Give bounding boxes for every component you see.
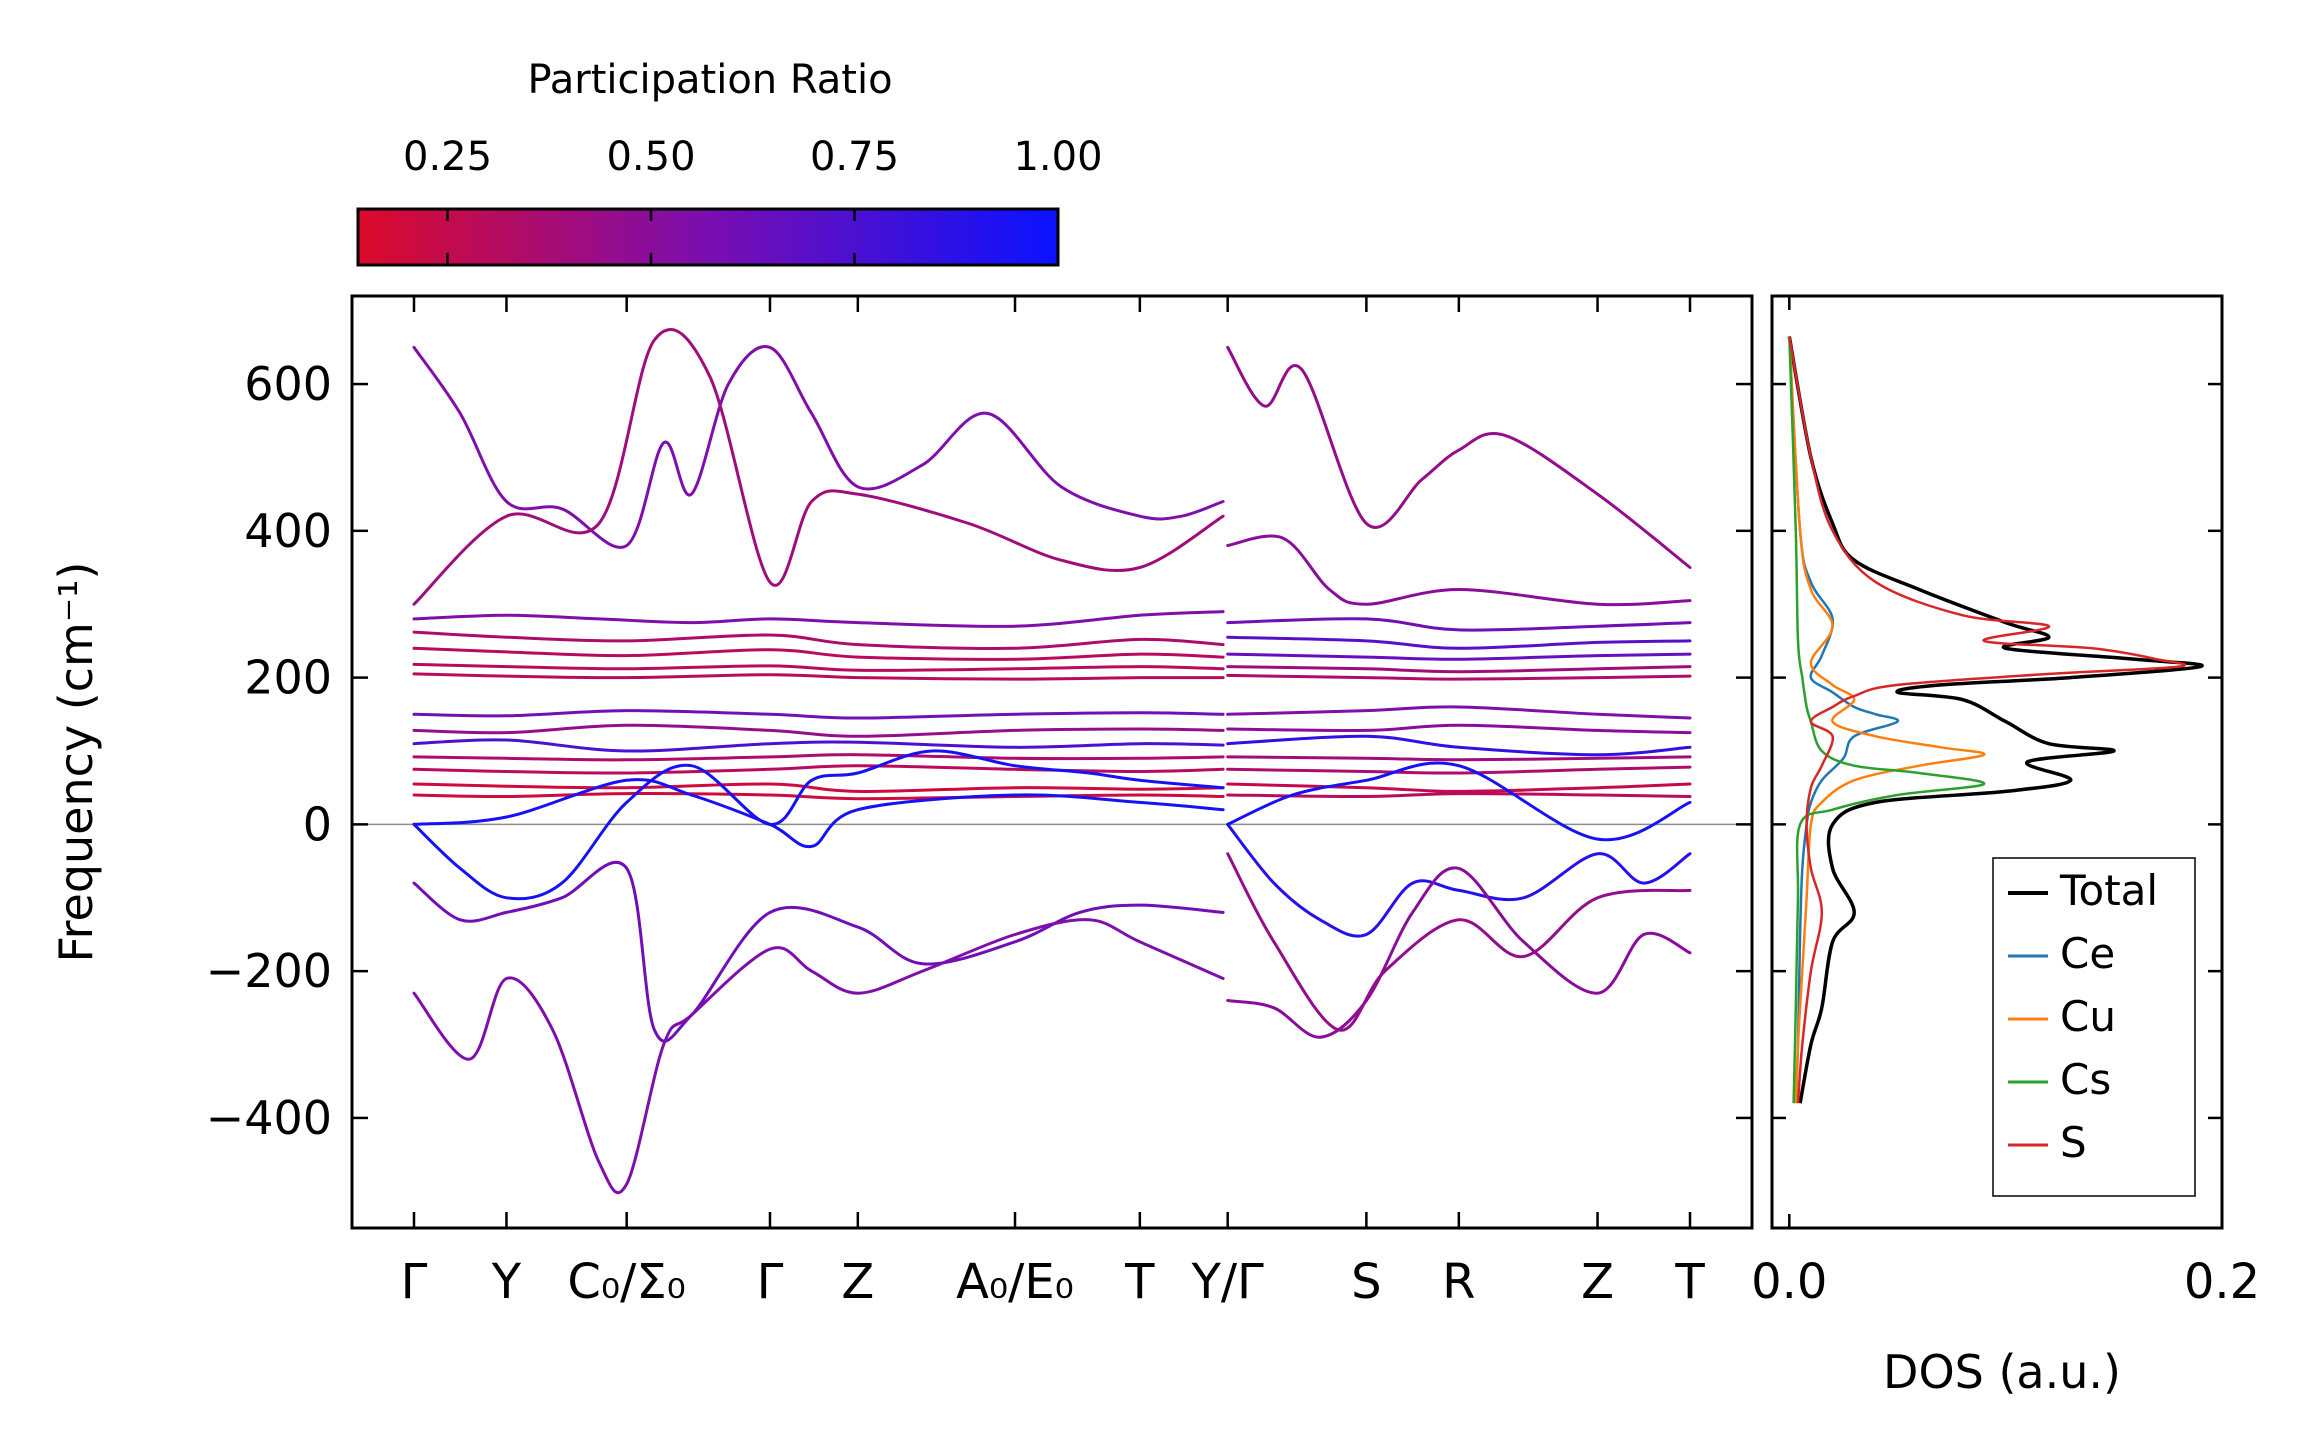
dos-curve-cu xyxy=(1788,336,1986,1104)
band-ylabel: Frequency (cm⁻¹) xyxy=(49,562,103,963)
colorbar-tick-label: 0.25 xyxy=(403,134,492,180)
colorbar-tick-label: 1.00 xyxy=(1013,134,1102,180)
phonon-band xyxy=(412,918,1225,1195)
band-structure-panel: 600 400 200 0 −200 −400 Γ Y C₀/Σ₀ Γ Z A₀/E₀ T Y/Γ S R Z… xyxy=(49,294,1754,1310)
phonon-band xyxy=(412,662,1225,672)
phonon-band xyxy=(1226,866,1692,1039)
phonon-band xyxy=(1226,635,1692,650)
dos-curve-cs xyxy=(1788,336,1986,1104)
phonon-band xyxy=(1226,755,1692,762)
phonon-band xyxy=(412,782,1225,793)
phonon-band xyxy=(1226,723,1692,735)
colorbar-label: Participation Ratio xyxy=(527,57,892,103)
band-ytick-label: 200 xyxy=(244,651,332,705)
phonon-band xyxy=(412,328,1225,606)
legend-label-cu: Cu xyxy=(2060,992,2116,1041)
phonon-band xyxy=(1226,734,1692,757)
dos-xtick-label: 0.0 xyxy=(1751,1254,1827,1310)
colorbar-ticks: 0.25 0.50 0.75 1.00 xyxy=(403,134,1103,265)
phonon-band xyxy=(1226,761,1692,842)
band-ytick-label: 600 xyxy=(244,357,332,411)
colorbar-gradient xyxy=(356,207,1060,267)
phonon-band xyxy=(412,646,1225,661)
band-ytick-label: 0 xyxy=(303,797,332,851)
phonon-band xyxy=(412,792,1225,801)
dos-xlabel: DOS (a.u.) xyxy=(1883,1345,2121,1399)
phonon-band xyxy=(1226,792,1692,799)
dos-xtick-label: 0.2 xyxy=(2184,1254,2260,1310)
phonon-band xyxy=(1226,617,1692,632)
legend-label-cs: Cs xyxy=(2060,1055,2111,1104)
dos-ticks: 0.0 0.2 xyxy=(1751,296,2260,1310)
band-ytick-label: −200 xyxy=(206,944,332,998)
kpoint-label: Y/Γ xyxy=(1191,1254,1264,1310)
phonon-band xyxy=(1226,673,1692,681)
phonon-band xyxy=(1226,665,1692,674)
dos-curves xyxy=(1787,336,2204,1104)
dos-curve-s xyxy=(1788,336,2187,1104)
kpoint-label: T xyxy=(1124,1254,1155,1310)
kpoint-label: Y xyxy=(491,1254,522,1310)
kpoint-label: Γ xyxy=(401,1254,428,1310)
phonon-band xyxy=(1226,705,1692,720)
band-axes-frame xyxy=(350,294,1754,1230)
phonon-band xyxy=(1226,852,1692,1032)
phonon-band xyxy=(412,753,1225,762)
phonon-band xyxy=(1226,822,1692,938)
kpoint-label: A₀/E₀ xyxy=(956,1254,1074,1310)
phonon-band xyxy=(412,630,1225,650)
phonon-bands xyxy=(412,328,1692,1195)
band-y-ticks: 600 400 200 0 −200 −400 xyxy=(206,357,1752,1145)
phonon-band xyxy=(1226,534,1692,607)
phonon-band xyxy=(1226,345,1692,569)
colorbar-tick-label: 0.75 xyxy=(810,134,899,180)
kpoint-label: Z xyxy=(1581,1254,1614,1310)
phonon-band xyxy=(412,764,1225,775)
phonon-band xyxy=(1226,782,1692,793)
phonon-band xyxy=(412,610,1225,628)
band-kpoint-ticks: Γ Y C₀/Σ₀ Γ Z A₀/E₀ T Y/Γ S R Z T xyxy=(401,296,1705,1310)
phonon-band xyxy=(412,672,1225,681)
kpoint-label: T xyxy=(1674,1254,1705,1310)
kpoint-label: Γ xyxy=(757,1254,784,1310)
phonon-band xyxy=(412,709,1225,720)
phonon-band xyxy=(1226,652,1692,661)
phonon-band xyxy=(412,860,1225,1043)
dos-panel: 0.0 0.2 DOS (a.u.) Total Ce Cu Cs S xyxy=(1751,294,2260,1399)
phonon-band xyxy=(412,738,1225,753)
legend-label-s: S xyxy=(2060,1118,2087,1167)
kpoint-label: S xyxy=(1351,1254,1381,1310)
phonon-band xyxy=(1226,765,1692,775)
dos-curve-ce xyxy=(1788,336,1900,1104)
kpoint-label: Z xyxy=(841,1254,874,1310)
legend-label-ce: Ce xyxy=(2060,929,2115,978)
band-ytick-label: 400 xyxy=(244,504,332,558)
legend-label-total: Total xyxy=(2059,866,2158,915)
dos-curve-total xyxy=(1787,336,2204,1104)
colorbar: Participation Ratio 0.25 0.50 0.75 1.00 xyxy=(356,57,1103,267)
phonon-band xyxy=(412,778,1225,848)
band-ytick-label: −400 xyxy=(206,1091,332,1145)
phonon-band xyxy=(412,345,1225,549)
legend-box xyxy=(1992,857,2196,1197)
dos-legend: Total Ce Cu Cs S xyxy=(1992,857,2196,1197)
colorbar-tick-label: 0.50 xyxy=(606,134,695,180)
kpoint-label: R xyxy=(1442,1254,1475,1310)
kpoint-label: C₀/Σ₀ xyxy=(567,1254,686,1310)
phonon-band xyxy=(412,723,1225,738)
phonon-band xyxy=(412,749,1225,901)
dos-axes-frame xyxy=(1770,294,2224,1230)
